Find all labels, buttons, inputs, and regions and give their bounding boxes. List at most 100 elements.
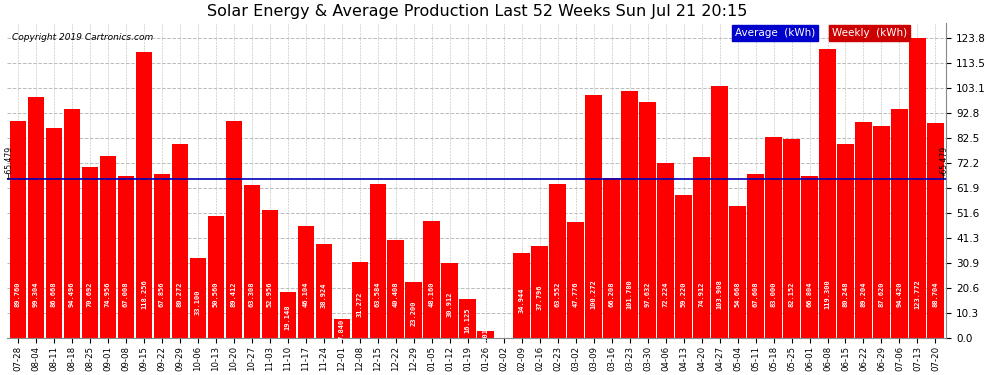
Bar — [801, 176, 818, 338]
Text: 54.668: 54.668 — [735, 282, 741, 307]
Text: 67.008: 67.008 — [123, 282, 129, 307]
Text: ←65.479: ←65.479 — [5, 146, 14, 179]
Bar — [334, 319, 350, 338]
Bar — [406, 282, 422, 338]
Text: 97.632: 97.632 — [644, 282, 650, 307]
Text: 63.552: 63.552 — [554, 282, 560, 307]
Bar — [190, 258, 206, 338]
Bar — [100, 156, 116, 338]
Bar — [765, 137, 782, 338]
Text: Weekly  (kWh): Weekly (kWh) — [832, 28, 907, 38]
Bar — [820, 49, 836, 338]
Text: 100.272: 100.272 — [591, 280, 597, 309]
Bar — [442, 263, 458, 338]
Text: 66.804: 66.804 — [807, 282, 813, 307]
Bar — [747, 174, 764, 338]
Bar — [891, 110, 908, 338]
Text: 46.104: 46.104 — [303, 282, 309, 307]
Bar — [10, 121, 27, 338]
Text: 80.248: 80.248 — [842, 282, 848, 307]
Text: →65.479: →65.479 — [940, 146, 949, 179]
Text: 89.412: 89.412 — [231, 282, 237, 307]
Text: 47.776: 47.776 — [572, 282, 579, 307]
Bar — [369, 184, 386, 338]
Bar — [603, 178, 620, 338]
Bar — [244, 185, 260, 338]
Text: 86.668: 86.668 — [50, 282, 57, 307]
Bar — [28, 98, 45, 338]
Text: 89.204: 89.204 — [860, 282, 866, 307]
Bar — [693, 157, 710, 338]
Bar — [477, 331, 494, 338]
Bar — [567, 222, 584, 338]
Bar — [622, 92, 638, 338]
Text: 30.912: 30.912 — [446, 292, 452, 317]
Bar — [171, 144, 188, 338]
Bar — [873, 126, 890, 338]
Text: 23.200: 23.200 — [411, 300, 417, 326]
Bar — [855, 122, 872, 338]
Bar — [730, 206, 745, 338]
Text: 83.000: 83.000 — [770, 282, 776, 307]
Bar — [909, 38, 926, 338]
Bar — [459, 299, 476, 338]
Text: 101.780: 101.780 — [627, 280, 633, 309]
Bar — [351, 262, 368, 338]
Bar — [63, 109, 80, 338]
Bar — [928, 123, 943, 338]
Text: 16.125: 16.125 — [464, 308, 470, 333]
Text: 74.956: 74.956 — [105, 282, 111, 307]
Bar — [783, 139, 800, 338]
Bar — [226, 122, 243, 338]
Text: 119.300: 119.300 — [825, 280, 831, 309]
Text: 34.944: 34.944 — [519, 287, 525, 313]
Text: 70.692: 70.692 — [87, 282, 93, 307]
Text: Average  (kWh): Average (kWh) — [735, 28, 815, 38]
Text: 123.772: 123.772 — [915, 280, 921, 309]
Bar — [208, 216, 224, 338]
Bar — [549, 184, 566, 338]
Bar — [136, 52, 152, 338]
Bar — [46, 128, 62, 338]
Text: 37.796: 37.796 — [537, 284, 543, 310]
Bar — [675, 195, 692, 338]
Text: 31.272: 31.272 — [356, 291, 362, 317]
Bar — [640, 102, 656, 338]
Bar — [81, 167, 98, 338]
Bar — [261, 210, 278, 338]
Bar — [514, 254, 530, 338]
Text: 67.856: 67.856 — [159, 282, 165, 307]
Text: 50.560: 50.560 — [213, 282, 219, 307]
Bar — [838, 144, 853, 338]
Text: 87.620: 87.620 — [878, 282, 884, 307]
Text: 66.208: 66.208 — [609, 282, 615, 307]
Title: Solar Energy & Average Production Last 52 Weeks Sun Jul 21 20:15: Solar Energy & Average Production Last 5… — [207, 4, 746, 19]
Text: 88.704: 88.704 — [933, 282, 939, 307]
Text: 38.924: 38.924 — [321, 283, 327, 308]
Bar — [298, 226, 314, 338]
Bar — [153, 174, 170, 338]
Text: 80.272: 80.272 — [177, 282, 183, 307]
Bar — [316, 244, 332, 338]
Bar — [387, 240, 404, 338]
Text: 99.304: 99.304 — [33, 282, 39, 307]
Bar — [711, 86, 728, 338]
Text: 103.908: 103.908 — [717, 280, 723, 309]
Bar — [279, 292, 296, 338]
Text: 52.956: 52.956 — [267, 282, 273, 307]
Text: 118.256: 118.256 — [141, 280, 147, 309]
Text: 19.148: 19.148 — [285, 304, 291, 330]
Bar — [532, 246, 547, 338]
Text: 67.608: 67.608 — [752, 282, 758, 307]
Text: 72.224: 72.224 — [662, 282, 668, 307]
Text: 89.760: 89.760 — [15, 282, 21, 307]
Text: 3.012: 3.012 — [483, 324, 489, 345]
Text: 33.100: 33.100 — [195, 289, 201, 315]
Text: 48.160: 48.160 — [429, 282, 435, 307]
Text: 63.584: 63.584 — [375, 282, 381, 307]
Bar — [657, 163, 674, 338]
Text: 94.420: 94.420 — [897, 282, 903, 307]
Bar — [424, 221, 440, 338]
Text: 63.308: 63.308 — [248, 282, 254, 307]
Text: 82.152: 82.152 — [788, 282, 795, 307]
